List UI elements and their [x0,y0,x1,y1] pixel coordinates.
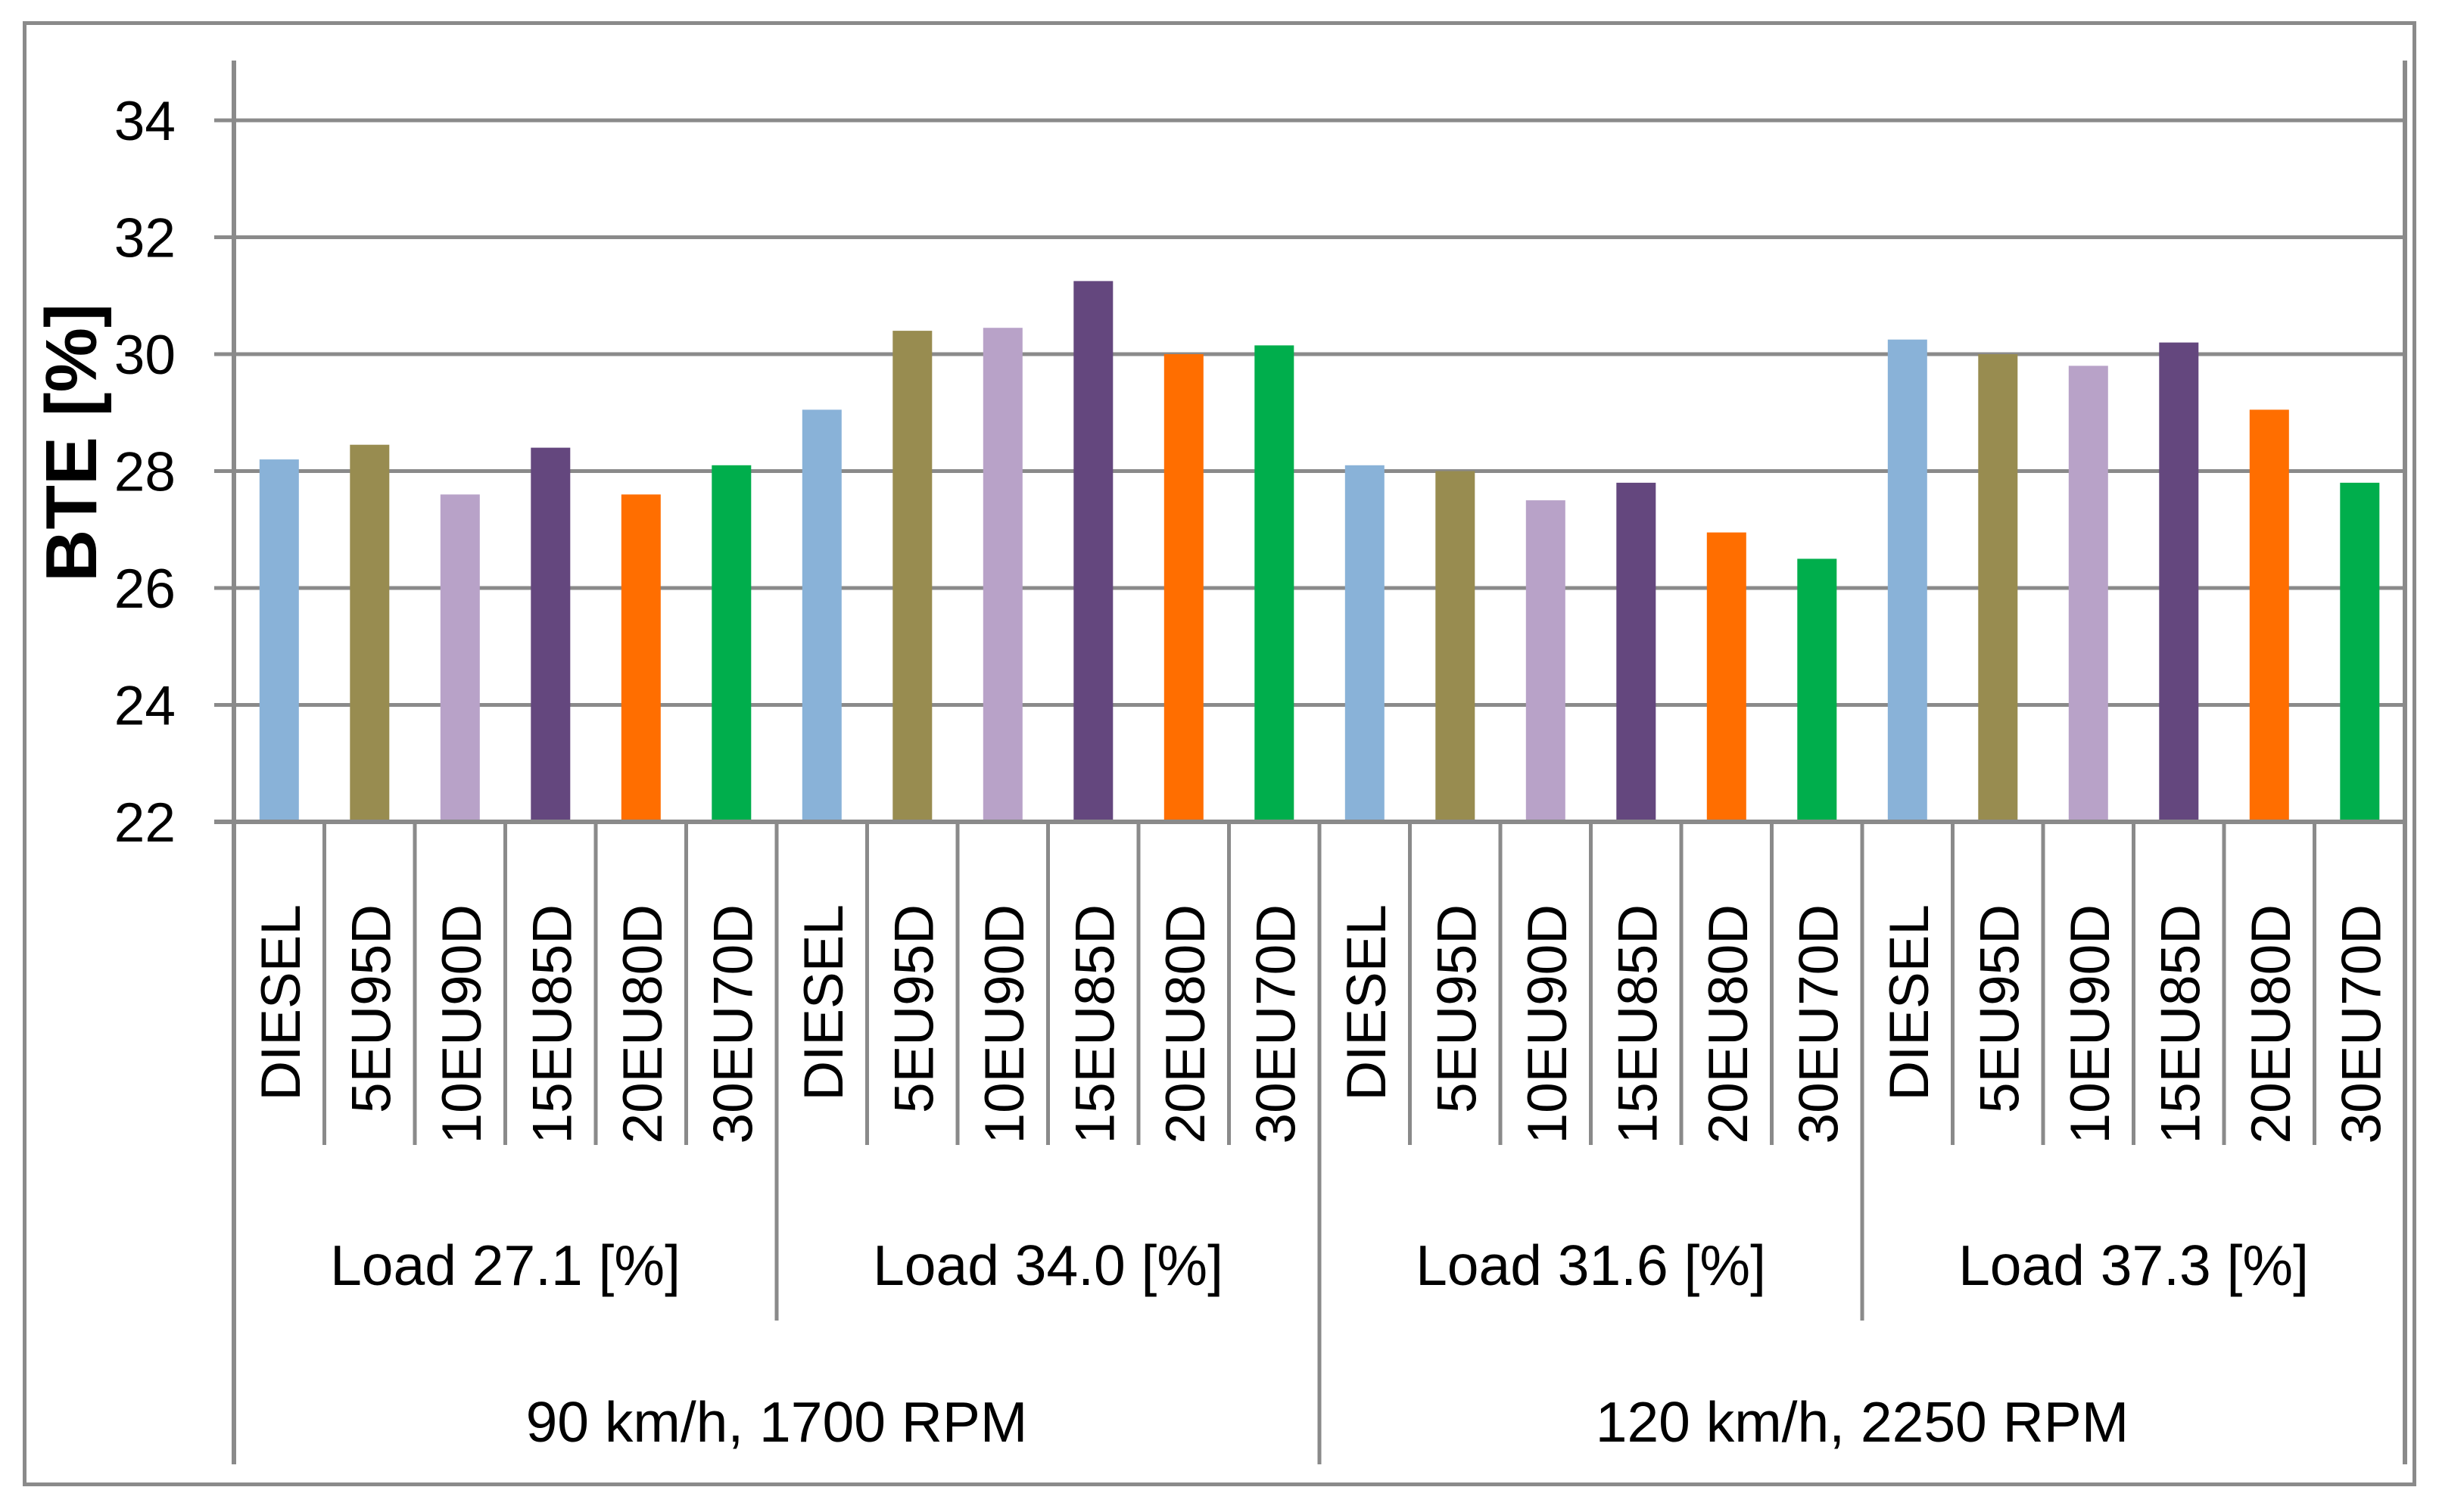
category-label: 10EU90D [974,904,1036,1144]
bar-diesel-group1 [259,459,299,822]
bar-30eu70d-group2 [1254,345,1294,822]
load-label: Load 37.3 [%] [1958,1234,2309,1297]
category-label: 15EU85D [2150,904,2211,1144]
y-tick-label: 32 [114,208,176,269]
y-tick-label: 28 [114,442,176,503]
chart-border [23,21,2416,1486]
category-label: 15EU85D [522,904,583,1144]
category-label: 5EU95D [1426,904,1487,1113]
category-label: 5EU95D [883,904,945,1113]
category-label: 30EU70D [1245,904,1307,1144]
category-label: 20EU80D [1155,904,1216,1144]
bar-10eu90d-group1 [440,494,480,822]
y-tick-label: 34 [114,91,176,152]
category-label: 30EU70D [2331,904,2392,1144]
y-tick-label: 24 [114,676,176,737]
category-label: 20EU80D [2241,904,2302,1144]
bar-20eu80d-group2 [1163,354,1204,822]
load-label: Load 34.0 [%] [873,1234,1223,1297]
category-label: 20EU80D [1698,904,1759,1144]
load-label: Load 27.1 [%] [330,1234,681,1297]
speed-label: 120 km/h, 2250 RPM [1596,1390,2129,1454]
y-tick-label: 26 [114,558,176,620]
bar-10eu90d-group2 [983,328,1023,822]
bar-15eu85d-group4 [2159,342,2199,823]
y-axis-title: BTE [%] [31,303,112,582]
category-label: 5EU95D [1969,904,2030,1113]
bar-15eu85d-group2 [1073,281,1114,822]
category-label: 15EU85D [1064,904,1126,1144]
category-label: 10EU90D [431,904,493,1144]
bar-30eu70d-group1 [712,465,752,822]
category-label: 10EU90D [2060,904,2121,1144]
load-label: Load 31.6 [%] [1416,1234,1766,1297]
bar-diesel-group3 [1344,465,1385,822]
category-label: 10EU90D [1517,904,1578,1144]
category-label: DIESEL [793,904,855,1101]
bar-5eu95d-group3 [1435,471,1475,822]
bar-20eu80d-group4 [2249,409,2289,822]
bar-30eu70d-group3 [1797,558,1837,822]
category-label: DIESEL [1879,904,1940,1101]
bar-5eu95d-group4 [1978,354,2018,822]
bar-20eu80d-group1 [621,494,661,822]
speed-label: 90 km/h, 1700 RPM [526,1390,1028,1454]
bar-5eu95d-group2 [892,331,933,823]
category-label: DIESEL [1336,904,1397,1101]
bar-10eu90d-group4 [2068,366,2108,822]
bar-20eu80d-group3 [1706,532,1746,822]
category-label: 30EU70D [1788,904,1849,1144]
bar-15eu85d-group3 [1616,482,1656,822]
category-label: 5EU95D [341,904,402,1113]
bar-30eu70d-group4 [2340,482,2380,822]
bar-10eu90d-group3 [1525,500,1565,822]
bar-diesel-group4 [1887,339,1927,822]
bar-5eu95d-group1 [350,444,390,822]
bar-15eu85d-group1 [531,447,571,822]
category-label: 15EU85D [1607,904,1668,1144]
y-tick-label: 30 [114,325,176,386]
category-label: DIESEL [251,904,312,1101]
category-label: 20EU80D [612,904,674,1144]
category-label: 30EU70D [702,904,764,1144]
y-tick-label: 22 [114,792,176,854]
bar-diesel-group2 [802,409,842,822]
